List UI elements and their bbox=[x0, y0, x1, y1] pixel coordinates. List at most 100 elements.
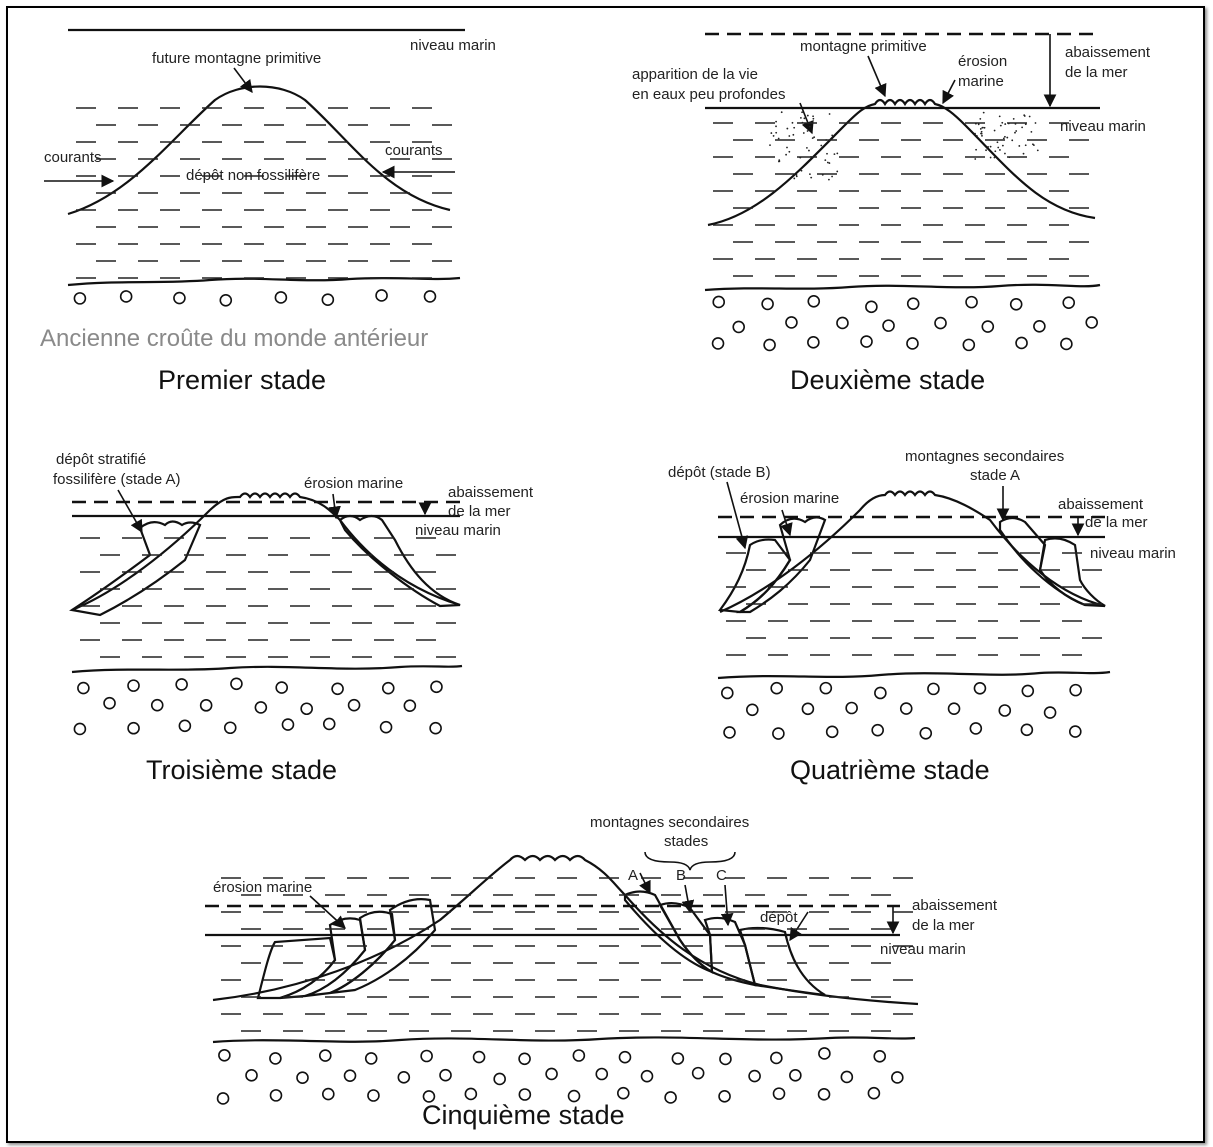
s4-lowering-label-2: de la mer bbox=[1085, 514, 1148, 531]
pebble bbox=[962, 338, 976, 352]
pebble bbox=[891, 1071, 904, 1084]
stipple-dot bbox=[1001, 121, 1004, 124]
stipple-dot bbox=[802, 132, 805, 134]
pebble bbox=[1043, 706, 1057, 719]
pebble bbox=[825, 725, 839, 739]
s2-life-stipple-left bbox=[769, 111, 839, 181]
stipple-dot bbox=[828, 113, 831, 115]
stipple-dot bbox=[769, 144, 771, 147]
stipple-dot bbox=[791, 121, 794, 124]
stipple-dot bbox=[826, 161, 829, 164]
s2-mountain-arrow bbox=[867, 55, 887, 98]
stipple-dot bbox=[812, 117, 815, 120]
stipple-dot bbox=[793, 177, 796, 180]
stipple-dot bbox=[828, 178, 830, 181]
stipple-dot bbox=[836, 170, 839, 173]
stipple-dot bbox=[780, 111, 783, 114]
pebble bbox=[845, 701, 858, 715]
s4-secondary-label-2: stade A bbox=[970, 467, 1020, 484]
stipple-dot bbox=[778, 159, 781, 162]
stipple-dot bbox=[1012, 117, 1015, 120]
stipple-dot bbox=[979, 118, 982, 120]
stipple-dot bbox=[777, 137, 780, 140]
stipple-dot bbox=[977, 123, 980, 126]
stipple-dot bbox=[982, 111, 985, 114]
pebble bbox=[807, 336, 820, 349]
pebble bbox=[871, 723, 884, 737]
stipple-dot bbox=[981, 134, 983, 137]
stipple-dot bbox=[800, 169, 803, 172]
pebble bbox=[1062, 296, 1076, 309]
stipple-dot bbox=[1032, 144, 1035, 147]
pebble bbox=[691, 1066, 705, 1080]
pebble bbox=[1009, 298, 1023, 311]
stipple-dot bbox=[999, 124, 1002, 127]
s4-secondary-label-1: montagnes secondaires bbox=[905, 448, 1064, 465]
pebble bbox=[518, 1052, 531, 1066]
s4-deposit-a-left bbox=[736, 516, 827, 614]
stipple-dot bbox=[828, 162, 831, 164]
s3-deposit-left bbox=[69, 520, 202, 617]
stipple-dot bbox=[979, 128, 982, 130]
pebble bbox=[595, 1067, 609, 1081]
stipple-dot bbox=[836, 152, 839, 155]
pebble bbox=[175, 678, 188, 691]
s2-sediment-dashes bbox=[713, 122, 1089, 277]
pebble bbox=[671, 1052, 685, 1065]
stipple-dot bbox=[812, 115, 814, 118]
stipple-dot bbox=[806, 114, 809, 117]
stipple-dot bbox=[999, 149, 1001, 151]
stage-5-panel: abaissement de la mer niveau marin monta… bbox=[205, 814, 998, 1130]
stipple-dot bbox=[1022, 152, 1025, 155]
stipple-dot bbox=[810, 176, 813, 179]
stage-2-panel: abaissement de la mer montagne primitive… bbox=[632, 32, 1151, 395]
s3-deposit-right bbox=[338, 514, 461, 608]
s5-secondary-label-1: montagnes secondaires bbox=[590, 814, 749, 831]
stipple-dot bbox=[1006, 136, 1009, 139]
pebble bbox=[420, 1049, 433, 1063]
stipple-dot bbox=[980, 130, 983, 133]
pebble bbox=[719, 1052, 732, 1066]
s3-erosion-arrow bbox=[328, 493, 341, 520]
pebble bbox=[364, 1052, 378, 1065]
stipple-dot bbox=[1015, 130, 1018, 132]
stipple-dot bbox=[1021, 126, 1024, 129]
pebble bbox=[746, 703, 759, 717]
stipple-dot bbox=[993, 156, 996, 159]
s4-deposit-b-right bbox=[1038, 537, 1106, 608]
pebble bbox=[103, 696, 116, 710]
stipple-dot bbox=[801, 111, 803, 114]
pebble bbox=[1069, 683, 1082, 697]
stipple-dot bbox=[989, 156, 992, 159]
s1-title: Premier stade bbox=[158, 365, 326, 395]
pebble bbox=[973, 682, 987, 695]
pebble bbox=[472, 1050, 486, 1064]
s1-crust-label: Ancienne croûte du monde antérieur bbox=[40, 325, 428, 352]
figure-frame bbox=[6, 6, 1205, 1143]
pebble bbox=[899, 702, 913, 715]
stipple-dot bbox=[989, 145, 992, 148]
s3-lowering-label-2: de la mer bbox=[448, 503, 511, 520]
pebble bbox=[223, 721, 237, 735]
s3-crust-pebbles bbox=[73, 677, 443, 736]
pebble bbox=[439, 1068, 452, 1082]
s2-erosion-label-1: érosion bbox=[958, 53, 1007, 70]
stipple-dot bbox=[974, 158, 977, 160]
s2-life-arrow bbox=[799, 102, 814, 135]
s4-lowering-label-1: abaissement bbox=[1058, 496, 1144, 513]
stipple-dot bbox=[775, 120, 777, 123]
s4-erosion-label: érosion marine bbox=[740, 490, 839, 507]
s5-secondary-label-2: stades bbox=[664, 833, 708, 850]
pebble bbox=[296, 1071, 309, 1084]
pebble bbox=[254, 701, 268, 714]
pebble bbox=[423, 290, 437, 303]
pebble bbox=[318, 1049, 332, 1062]
pebble bbox=[860, 335, 873, 348]
s1-crust-boundary bbox=[67, 276, 461, 287]
pebble bbox=[379, 720, 393, 734]
pebble bbox=[785, 316, 798, 329]
pebble bbox=[1060, 337, 1073, 351]
pebble bbox=[998, 704, 1012, 717]
pebble bbox=[664, 1091, 677, 1104]
stipple-dot bbox=[981, 126, 984, 129]
